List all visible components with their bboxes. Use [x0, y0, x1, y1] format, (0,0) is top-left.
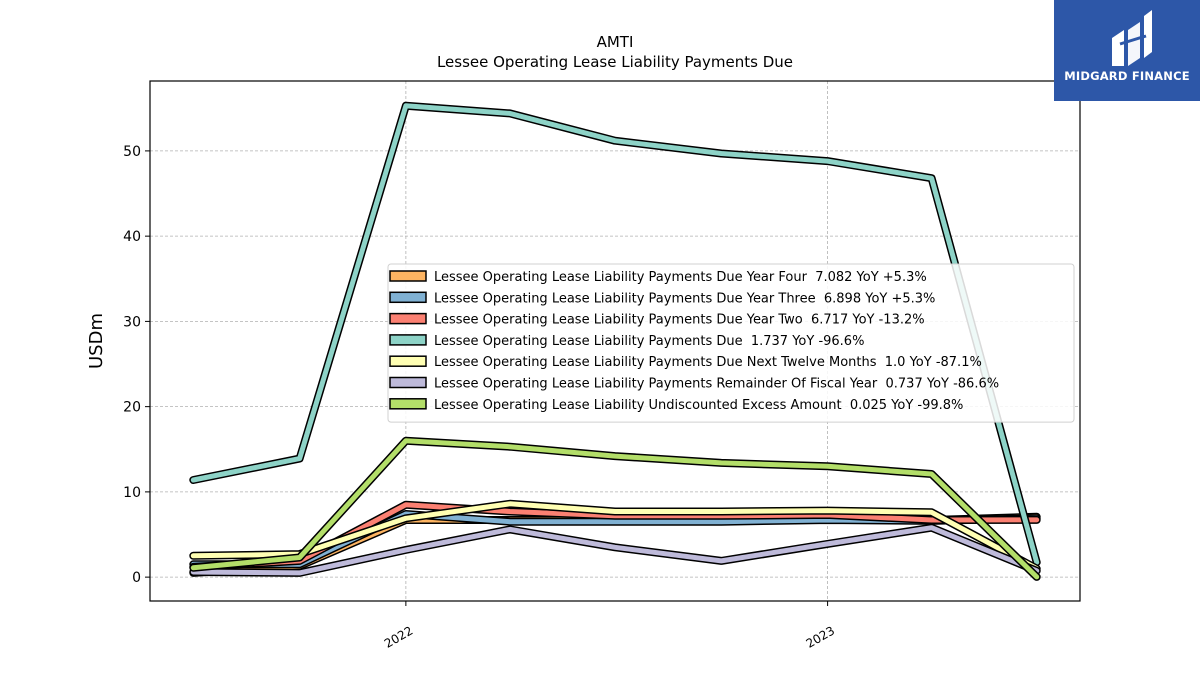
y-tick-label: 20	[123, 400, 141, 416]
series-6	[189, 523, 1041, 577]
x-tick-label: 2022	[382, 623, 415, 650]
legend-swatch	[389, 334, 427, 346]
legend-swatch	[389, 291, 427, 304]
plot-frame	[149, 80, 1081, 602]
legend-item: Lessee Operating Lease Liability Payment…	[389, 312, 925, 328]
y-tick-label: 10	[123, 485, 141, 501]
midgard-mark-icon	[1112, 10, 1152, 66]
legend-label: Lessee Operating Lease Liability Payment…	[434, 291, 935, 306]
y-axis-label: USDm	[86, 313, 107, 369]
legend-box	[387, 263, 1075, 423]
series-line	[190, 501, 1040, 572]
legend-item: Lessee Operating Lease Liability Undisco…	[389, 398, 963, 413]
y-axis-ticks: 0 10 20 30 40 50	[123, 144, 150, 586]
legend-swatch	[389, 270, 427, 282]
x-axis-ticks: 2022 2023	[382, 601, 837, 651]
y-tick-label: 30	[123, 314, 141, 330]
legend-label: Lessee Operating Lease Liability Payment…	[434, 377, 999, 392]
series-5	[189, 499, 1041, 573]
chart-subtitle: Lessee Operating Lease Liability Payment…	[437, 53, 793, 71]
legend-swatch	[389, 312, 427, 325]
legend-item: Lessee Operating Lease Liability Payment…	[389, 270, 927, 285]
series-line	[190, 438, 1040, 580]
x-tick-label: 2023	[804, 623, 837, 650]
legend-swatch	[389, 355, 427, 367]
series-line	[190, 103, 1040, 565]
brand-logo: MIDGARD FINANCE	[1054, 0, 1200, 101]
series-4	[189, 101, 1041, 567]
chart-title: AMTI	[597, 33, 634, 51]
y-tick-label: 0	[132, 570, 141, 586]
legend-label: Lessee Operating Lease Liability Payment…	[434, 355, 982, 370]
y-tick-label: 40	[123, 229, 141, 245]
legend-item: Lessee Operating Lease Liability Payment…	[389, 355, 982, 370]
legend-swatch	[389, 398, 427, 410]
series-layer	[189, 101, 1041, 581]
legend-item: Lessee Operating Lease Liability Payment…	[389, 291, 935, 306]
series-7	[189, 436, 1041, 581]
legend-item: Lessee Operating Lease Liability Payment…	[389, 334, 864, 349]
legend-label: Lessee Operating Lease Liability Payment…	[434, 313, 925, 328]
legend-label: Lessee Operating Lease Liability Payment…	[434, 334, 864, 349]
legend-swatch	[389, 376, 427, 389]
legend-item: Lessee Operating Lease Liability Payment…	[389, 376, 999, 392]
legend: Lessee Operating Lease Liability Payment…	[387, 263, 1075, 423]
brand-name: MIDGARD FINANCE	[1064, 69, 1190, 83]
legend-label: Lessee Operating Lease Liability Payment…	[434, 270, 927, 285]
series-line	[190, 525, 1040, 576]
legend-label: Lessee Operating Lease Liability Undisco…	[434, 398, 963, 413]
y-tick-label: 50	[123, 144, 141, 160]
